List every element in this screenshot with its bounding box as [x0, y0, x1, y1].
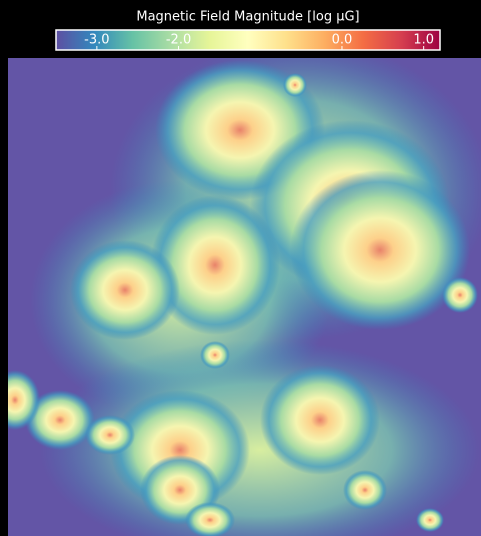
field-image — [0, 40, 481, 536]
colorbar-tick-label: 0.0 — [332, 33, 353, 48]
colorbar-tick-label: -2.0 — [166, 33, 191, 48]
colorbar-tick-label: 1.0 — [413, 33, 434, 48]
colorbar: -3.0 -2.0 0.0 1.0 — [56, 30, 440, 50]
figure: Magnetic Field Magnitude [log μG] -3.0 -2… — [0, 0, 481, 536]
colorbar-title: Magnetic Field Magnitude [log μG] — [136, 10, 359, 25]
colorbar-bar — [56, 30, 440, 50]
colorbar-tick-label: -3.0 — [84, 33, 109, 48]
